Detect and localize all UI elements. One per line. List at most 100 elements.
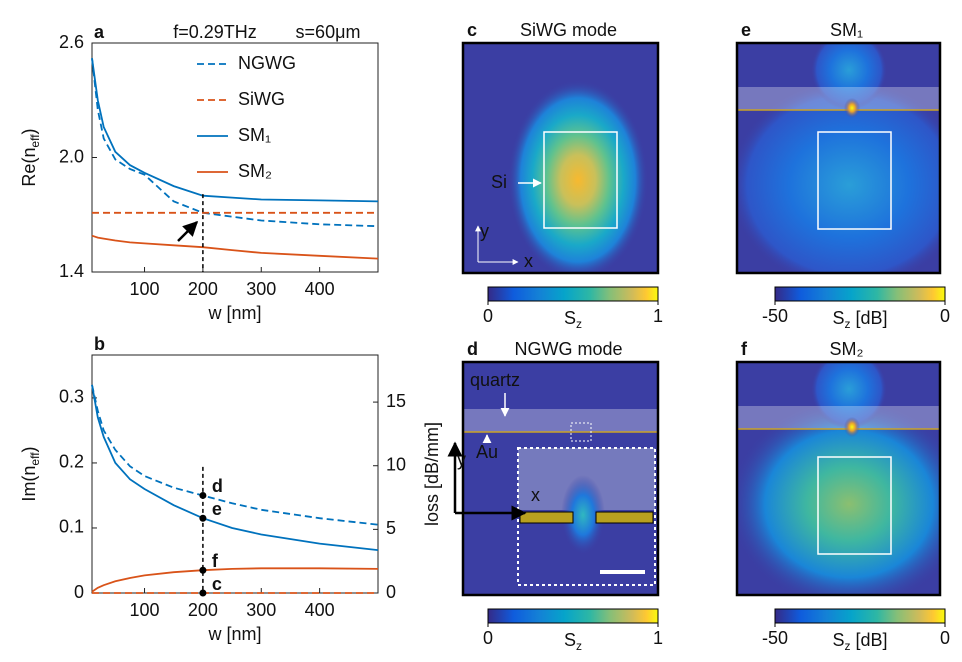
panel-label: d <box>467 339 478 359</box>
y2-axis-label: loss [dB/mm] <box>422 422 442 526</box>
y-axis-label-part: Im(n <box>19 466 39 502</box>
series-line <box>91 234 379 260</box>
zoom-box <box>570 422 592 442</box>
core-outline <box>817 131 892 230</box>
core-outline <box>543 131 618 229</box>
field-frame <box>735 360 942 597</box>
inset-glow <box>561 475 605 555</box>
y-tick-label: 1.4 <box>59 261 84 281</box>
y2-tick-label: 10 <box>386 454 406 474</box>
point-label: c <box>212 574 222 594</box>
x-axis-label: w [nm] <box>207 624 261 644</box>
x-tick-label: 400 <box>305 279 335 299</box>
hot-spot <box>844 98 860 118</box>
y-tick-label: 0.3 <box>59 387 84 407</box>
colorbar-tick-label: 0 <box>483 306 493 326</box>
colorbar <box>774 286 946 302</box>
axis-name: x <box>524 251 533 271</box>
colorbar-tick-label: 1 <box>653 306 663 326</box>
marker-point <box>199 491 207 499</box>
series-line <box>91 384 379 526</box>
colorbar-tick-label: -50 <box>762 628 788 648</box>
colorbar-tick-label: -50 <box>762 306 788 326</box>
colorbar-label-part: z <box>844 317 850 331</box>
colorbar-tick-label: 0 <box>940 306 950 326</box>
field-frame <box>461 41 660 275</box>
field-map <box>463 43 658 273</box>
y-tick-label: 0.2 <box>59 452 84 472</box>
y-axis-label-part: ) <box>19 128 39 134</box>
annotation: Si <box>491 172 507 192</box>
y-tick-label: 0 <box>74 582 84 602</box>
y2-tick-label: 15 <box>386 391 406 411</box>
quartz-band <box>737 87 940 110</box>
colorbar <box>487 286 659 302</box>
series-line <box>91 58 379 203</box>
arrow <box>177 220 199 242</box>
colorbar-label-part: z <box>576 639 582 653</box>
annotation: Au <box>476 442 498 462</box>
panel-title: NGWG mode <box>514 339 622 359</box>
point-label: f <box>212 551 219 571</box>
y2-tick-label: 0 <box>386 582 396 602</box>
colorbar-label-part: [dB] <box>850 308 887 328</box>
quartz-band <box>737 406 940 429</box>
series-line <box>91 58 379 228</box>
y-axis-label: Im(neff) <box>19 446 42 501</box>
panel-title: SiWG mode <box>520 20 617 40</box>
colorbar-label-part: S <box>564 630 576 650</box>
y-axis-label-part: Re(n <box>19 148 39 187</box>
panel-label: a <box>94 22 105 42</box>
x-tick-label: 400 <box>305 600 335 620</box>
colorbar-label: Sz <box>564 630 582 653</box>
inset-frame <box>517 447 656 586</box>
panel-label: c <box>467 20 477 40</box>
marker-point <box>199 514 207 522</box>
legend-label: SM₂ <box>238 161 272 181</box>
panel-label: b <box>94 334 105 354</box>
colorbar-tick-label: 0 <box>483 628 493 648</box>
hot-spot <box>844 417 860 437</box>
colorbar-label-part: z <box>576 317 582 331</box>
colorbar-label: Sz [dB] <box>832 308 887 331</box>
y-tick-label: 2.0 <box>59 146 84 166</box>
colorbar <box>487 608 659 624</box>
panel-title: SM₂ <box>830 339 864 359</box>
point-label: d <box>212 476 223 496</box>
gold-block <box>595 511 654 524</box>
series-line <box>91 384 379 551</box>
y-axis-label-part: ) <box>19 446 39 452</box>
colorbar-label: Sz <box>564 308 582 331</box>
y-axis-label-part: eff <box>28 452 42 466</box>
x-axis-label: w [nm] <box>207 303 261 323</box>
x-tick-label: 200 <box>188 600 218 620</box>
colorbar-label-part: S <box>564 308 576 328</box>
panel-label: e <box>741 20 751 40</box>
mode-lobe <box>737 80 940 273</box>
mode-top <box>811 362 887 429</box>
field-frame <box>461 360 660 597</box>
colorbar-tick-label: 0 <box>940 628 950 648</box>
marker-point <box>199 589 207 597</box>
y-tick-label: 2.6 <box>59 32 84 52</box>
series-line <box>91 567 379 593</box>
plot-frame <box>91 354 379 594</box>
mode-lobe <box>737 399 940 595</box>
axis-name: x <box>531 485 540 505</box>
mode-top <box>811 43 887 110</box>
core-outline <box>817 456 892 555</box>
y-tick-label: 0.1 <box>59 517 84 537</box>
colorbar-label-part: z <box>844 639 850 653</box>
gold-block <box>519 511 574 524</box>
axis-name: y <box>480 221 489 241</box>
y-axis-label-part: eff <box>28 134 42 148</box>
panel-title: SM₁ <box>830 20 863 40</box>
mode-glow <box>508 80 648 273</box>
field-map <box>737 362 940 595</box>
panel-label: f <box>741 339 748 359</box>
annotation: quartz <box>470 370 520 390</box>
colorbar <box>774 608 946 624</box>
y-axis-label: Re(neff) <box>19 128 42 186</box>
x-tick-label: 100 <box>130 279 160 299</box>
